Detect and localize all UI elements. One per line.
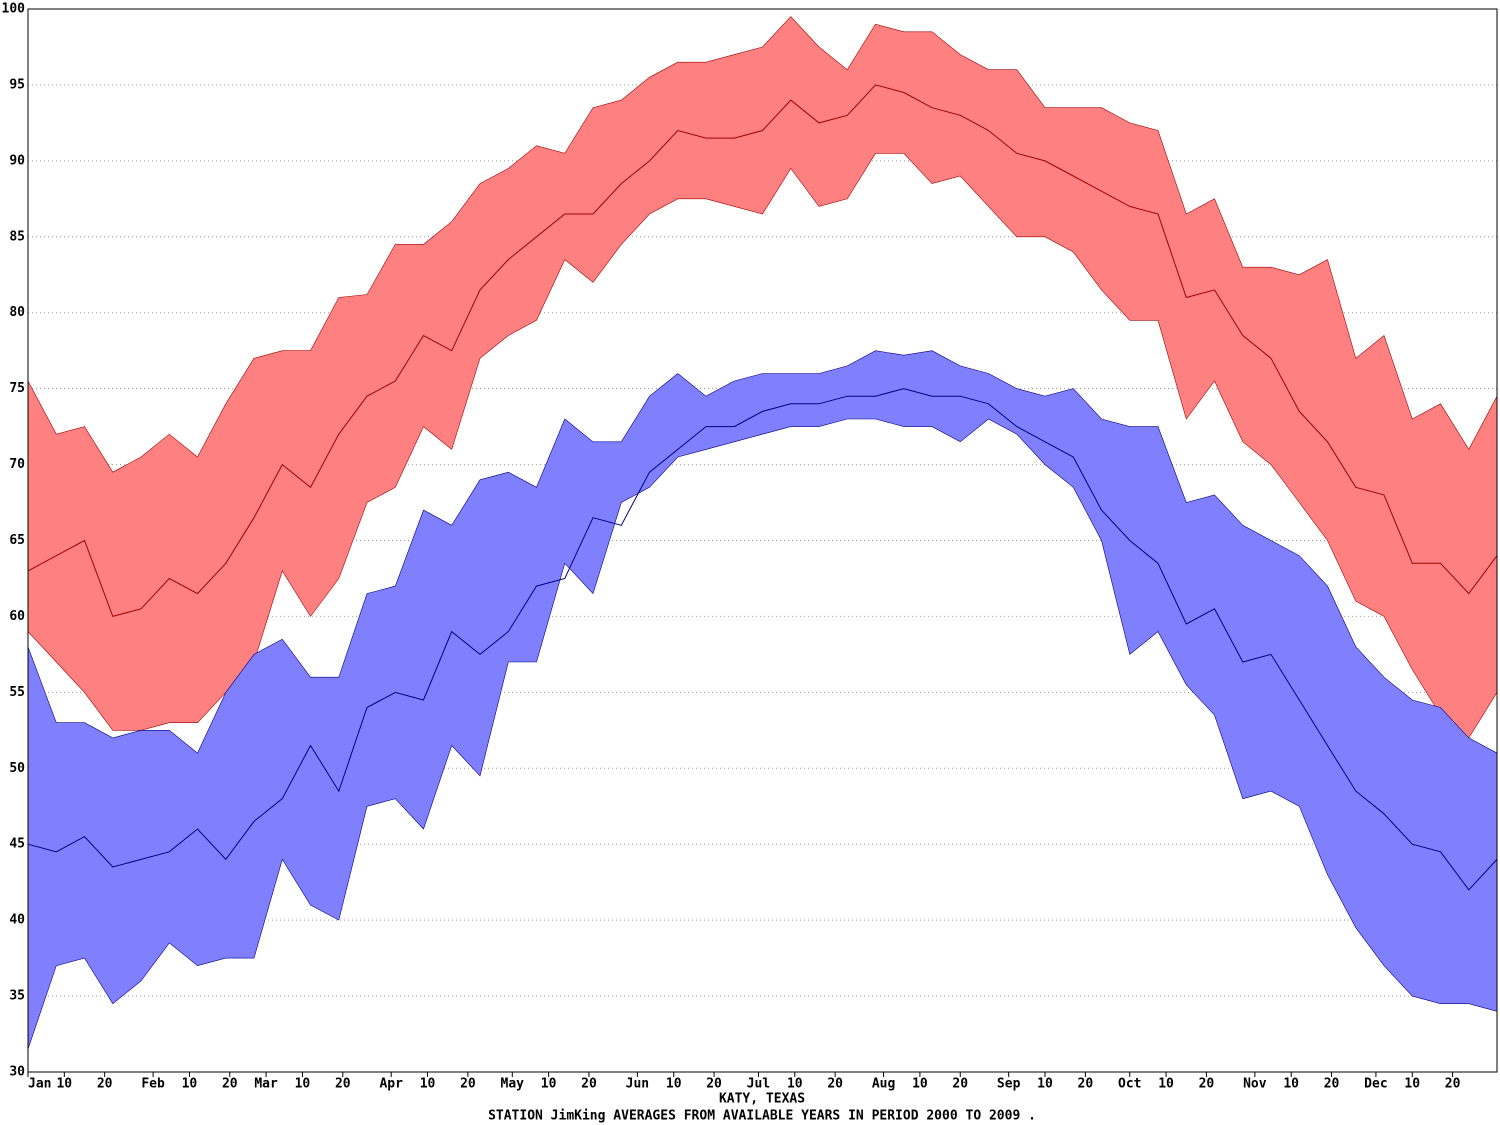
x-tick-label: 20 — [222, 1077, 238, 1092]
y-tick-label: 65 — [9, 533, 25, 548]
y-tick-label: 100 — [2, 2, 26, 17]
x-tick-label: 10 — [912, 1077, 928, 1092]
x-tick-label: 10 — [420, 1077, 436, 1092]
x-tick-label: 10 — [666, 1077, 682, 1092]
x-tick-label: 20 — [97, 1077, 113, 1092]
x-tick-label: 20 — [1324, 1077, 1340, 1092]
x-tick-label: 10 — [56, 1077, 72, 1092]
x-tick-label: 20 — [706, 1077, 722, 1092]
x-tick-label: 20 — [827, 1077, 843, 1092]
x-tick-label: Feb — [141, 1077, 165, 1092]
x-tick-label: 10 — [1404, 1077, 1420, 1092]
y-tick-label: 55 — [9, 685, 25, 700]
x-tick-label: 20 — [460, 1077, 476, 1092]
x-tick-label: Jul — [747, 1077, 770, 1092]
x-tick-label: 10 — [1158, 1077, 1174, 1092]
mean-line — [27, 388, 1498, 891]
y-tick-label: 50 — [9, 761, 25, 776]
chart-subtitle: STATION JimKing AVERAGES FROM AVAILABLE … — [488, 1109, 1036, 1124]
x-tick-label: Jan — [28, 1077, 51, 1092]
y-tick-label: 90 — [9, 153, 25, 168]
y-tick-label: 60 — [9, 609, 25, 624]
x-tick-label: Aug — [872, 1077, 895, 1092]
x-tick-label: 20 — [1445, 1077, 1461, 1092]
x-tick-label: 10 — [541, 1077, 557, 1092]
x-tick-label: 10 — [1037, 1077, 1053, 1092]
y-tick-label: 95 — [9, 77, 25, 92]
y-tick-label: 75 — [9, 381, 25, 396]
x-tick-label: Nov — [1243, 1077, 1267, 1092]
x-tick-label: 20 — [952, 1077, 968, 1092]
x-tick-label: 20 — [1078, 1077, 1094, 1092]
x-tick-label: Sep — [997, 1077, 1021, 1092]
x-tick-label: 20 — [581, 1077, 597, 1092]
x-tick-label: Mar — [254, 1077, 278, 1092]
x-tick-label: 10 — [1283, 1077, 1299, 1092]
x-tick-label: 10 — [295, 1077, 311, 1092]
y-tick-label: 70 — [9, 457, 25, 472]
y-tick-label: 45 — [9, 837, 25, 852]
plot-frame — [27, 8, 1498, 1073]
x-tick-label: Apr — [379, 1077, 403, 1092]
x-tick-label: May — [501, 1077, 525, 1092]
y-tick-label: 30 — [9, 1065, 25, 1080]
x-tick-label: Oct — [1118, 1077, 1141, 1092]
x-tick-label: 20 — [335, 1077, 351, 1092]
y-tick-label: 80 — [9, 305, 25, 320]
x-tick-label: 10 — [182, 1077, 198, 1092]
y-tick-label: 35 — [9, 989, 25, 1004]
chart-title: KATY, TEXAS — [719, 1092, 805, 1107]
y-tick-label: 85 — [9, 229, 25, 244]
y-tick-label: 40 — [9, 913, 25, 928]
x-tick-label: Jun — [626, 1077, 649, 1092]
mean-line — [27, 84, 1498, 618]
x-tick-label: 20 — [1199, 1077, 1215, 1092]
x-tick-label: Dec — [1364, 1077, 1387, 1092]
x-tick-label: 10 — [787, 1077, 803, 1092]
